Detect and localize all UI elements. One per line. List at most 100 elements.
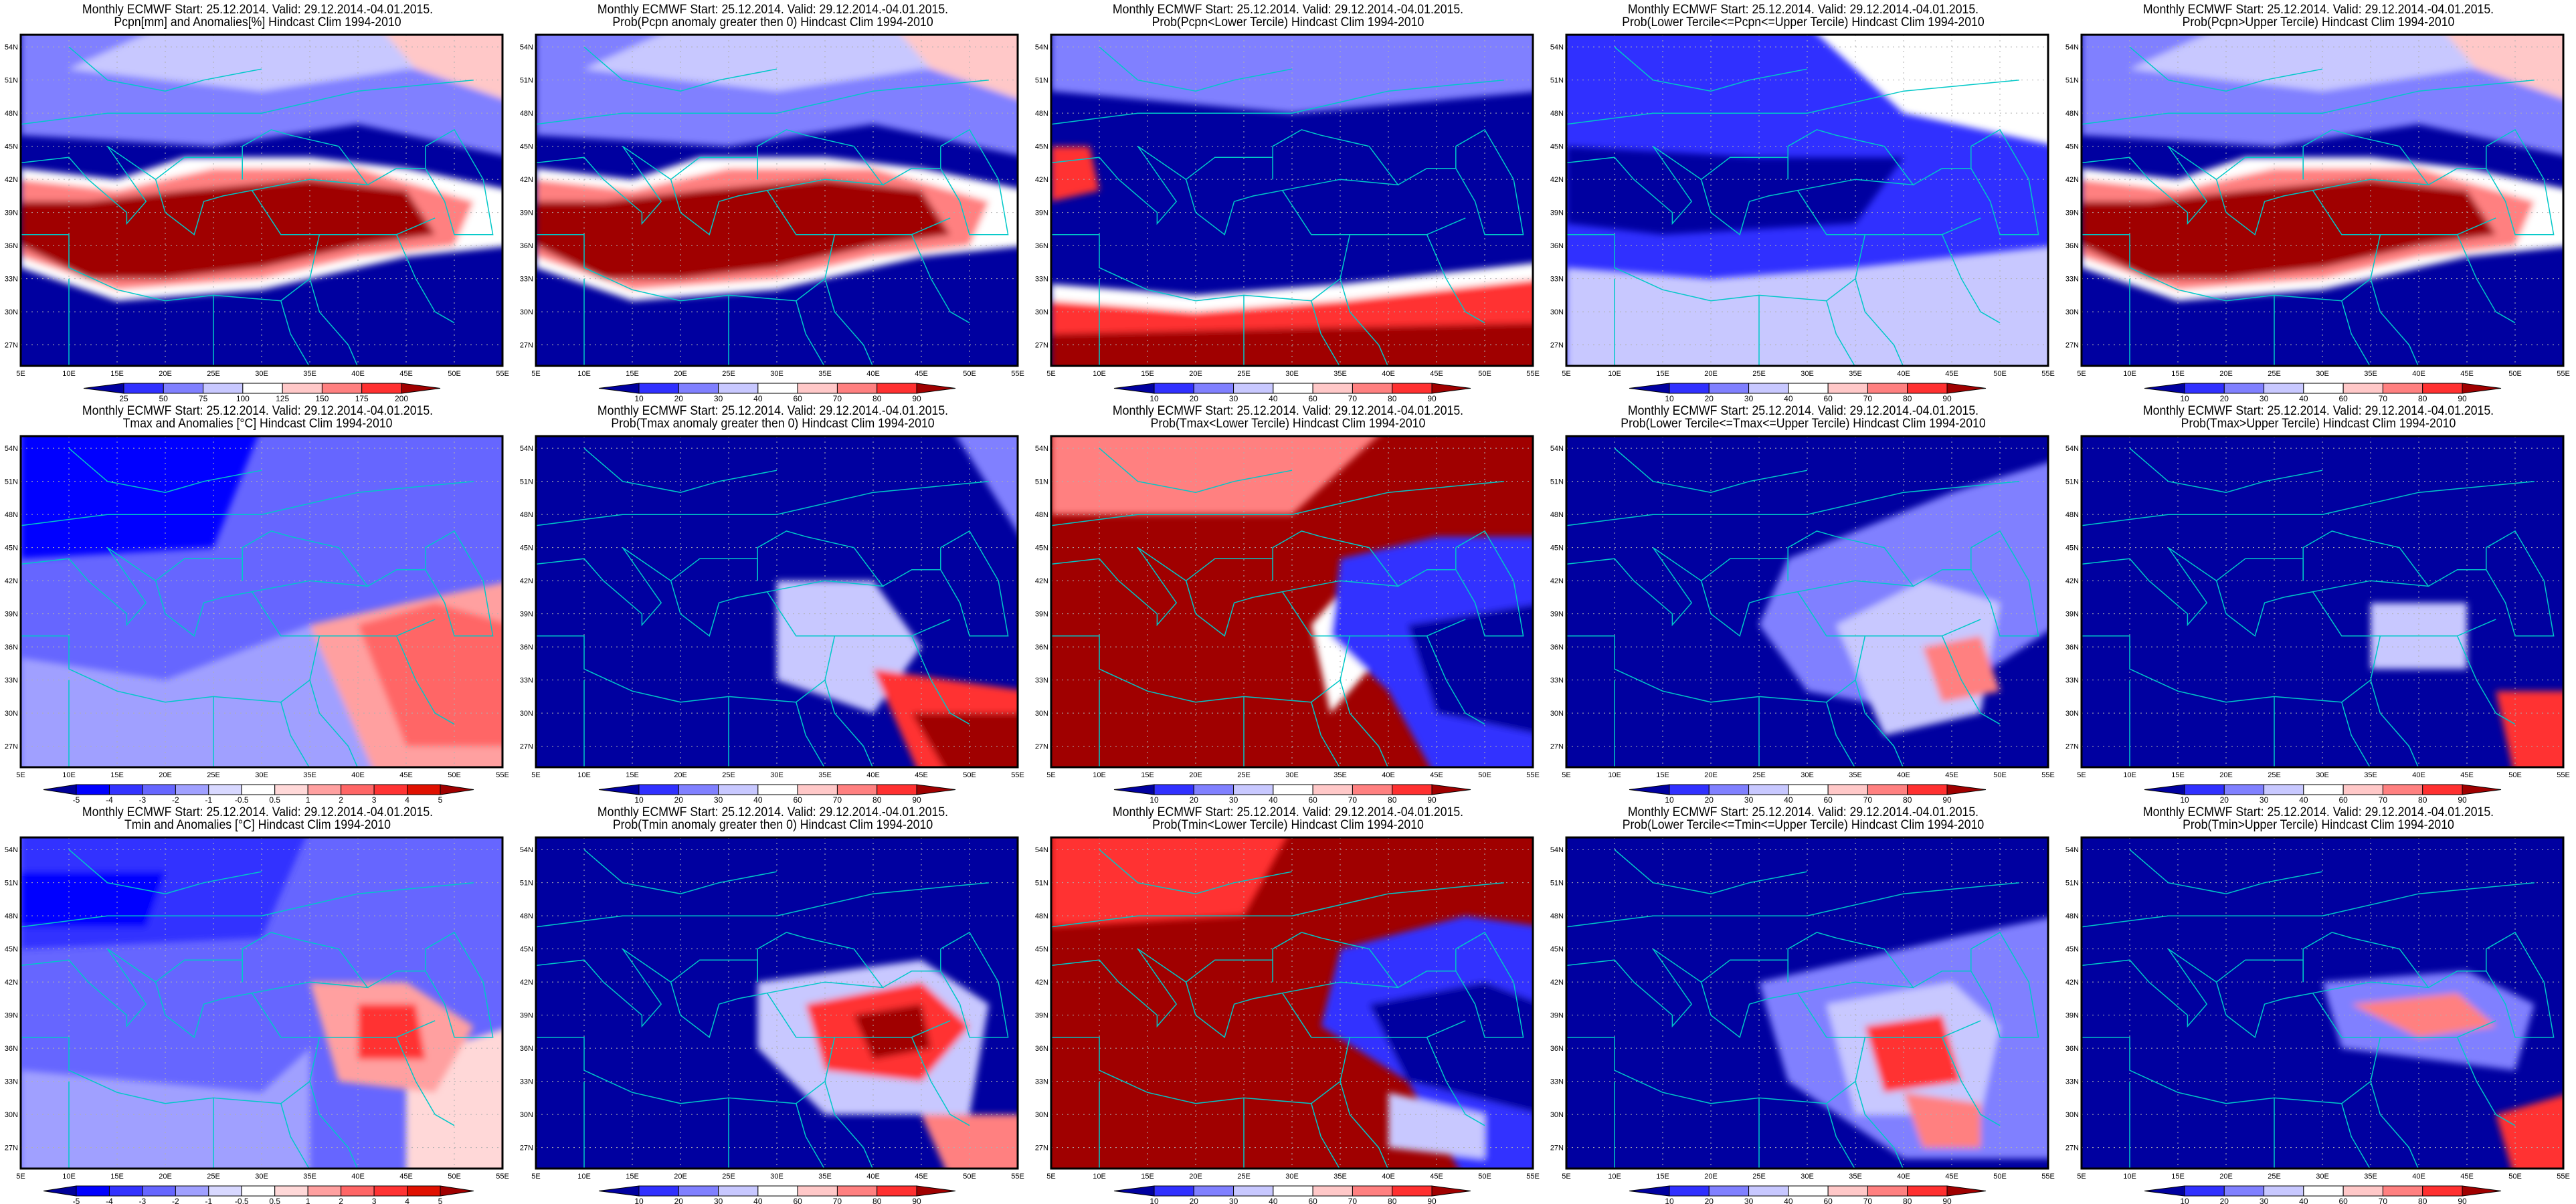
- lat-tick-label: 33N: [1550, 677, 1564, 685]
- coastline: [68, 849, 262, 894]
- lat-tick-label: 54N: [520, 445, 533, 453]
- panel-title-line1: Monthly ECMWF Start: 25.12.2014. Valid: …: [597, 805, 949, 819]
- coastline: [940, 128, 1009, 235]
- lat-tick-label: 45N: [520, 946, 533, 954]
- coastline: [883, 970, 941, 989]
- lon-tick-label: 50E: [1993, 1173, 2007, 1181]
- lon-tick-label: 5E: [531, 1173, 540, 1181]
- coastline: [1970, 128, 2039, 235]
- coastline: [2216, 157, 2304, 180]
- colorbar-swatch: [877, 383, 917, 394]
- lat-tick-label: 27N: [520, 342, 533, 350]
- lat-tick-label: 27N: [2065, 1144, 2079, 1152]
- colorbar-label: 10: [1665, 394, 1674, 401]
- colorbar-label: 80: [872, 795, 882, 803]
- lon-tick-label: 55E: [2041, 370, 2055, 378]
- colorbar-label: -0.5: [235, 795, 249, 803]
- colorbar-low-arrow: [43, 784, 77, 795]
- colorbar-swatch: [1907, 383, 1948, 394]
- colorbar-swatch: [76, 1185, 110, 1197]
- lon-tick-label: 40E: [866, 370, 880, 378]
- map-panel: 54N 51N 48N 45N 42N 39N 36N 33N 30N 27N 5E 10E 15E 20…: [1030, 0, 1546, 401]
- lon-tick-label: 20E: [2219, 771, 2233, 779]
- lat-tick-label: 33N: [5, 276, 18, 284]
- colorbar-label: 60: [1823, 795, 1833, 803]
- lat-tick-label: 39N: [1550, 209, 1564, 217]
- lat-tick-label: 36N: [5, 1045, 18, 1053]
- coastline: [2370, 1081, 2419, 1169]
- coastline: [21, 948, 320, 1104]
- coastline: [1350, 217, 1466, 235]
- map-figure: 54N 51N 48N 45N 42N 39N 36N 33N 30N 27N 5E 10E 15E 20…: [520, 435, 1024, 803]
- lon-tick-label: 15E: [1656, 1173, 1669, 1181]
- lat-tick-label: 27N: [2065, 342, 2079, 350]
- colorbar-label: 10: [634, 795, 644, 803]
- lon-tick-label: 25E: [1237, 1173, 1251, 1181]
- coastline: [21, 480, 474, 526]
- coastline: [670, 157, 758, 180]
- coastline: [68, 46, 262, 92]
- colorbar-label: 40: [1784, 1197, 1793, 1204]
- lon-tick-label: 50E: [963, 1173, 976, 1181]
- lon-tick-label: 55E: [496, 771, 509, 779]
- coastline: [1186, 959, 1273, 983]
- coastline: [911, 635, 970, 725]
- lat-tick-label: 39N: [2065, 209, 2079, 217]
- lon-tick-label: 25E: [1237, 370, 1251, 378]
- colorbar-label: 80: [1388, 394, 1397, 401]
- colorbar-swatch: [1907, 784, 1948, 795]
- panel-title-line2: Prob(Tmax<Lower Tercile) Hindcast Clim 1…: [1150, 417, 1426, 431]
- colorbar-label: 90: [2458, 795, 2467, 803]
- colorbar-label: 90: [912, 795, 921, 803]
- lon-tick-label: 40E: [351, 1173, 365, 1181]
- colorbar-label: 5: [438, 1197, 443, 1204]
- lon-tick-label: 45E: [915, 370, 928, 378]
- map-figure: 54N 51N 48N 45N 42N 39N 36N 33N 30N 27N 5E 10E 15E 20…: [5, 33, 509, 401]
- coastline: [319, 619, 436, 637]
- coastline: [940, 931, 1009, 1038]
- colorbar-swatch: [836, 784, 878, 795]
- coastline: [1051, 882, 1504, 928]
- colorbar-swatch: [2382, 1185, 2423, 1197]
- lon-tick-label: 40E: [1382, 771, 1395, 779]
- colorbar-label: 60: [793, 1197, 802, 1204]
- lon-tick-label: 5E: [16, 1173, 25, 1181]
- map-panel: 54N 51N 48N 45N 42N 39N 36N 33N 30N 27N 5E 10E 15E 20…: [0, 0, 515, 401]
- colorbar-swatch: [1273, 1185, 1313, 1197]
- colorbar-swatch: [1708, 1185, 1750, 1197]
- panel-title-line1: Monthly ECMWF Start: 25.12.2014. Valid: …: [1627, 805, 1979, 819]
- map-panel: 54N 51N 48N 45N 42N 39N 36N 33N 30N 27N 5E 10E 15E 20…: [1546, 803, 2061, 1204]
- coastline: [2456, 635, 2516, 725]
- lat-tick-label: 30N: [520, 710, 533, 718]
- panel-title-line2: Prob(Lower Tercile<=Pcpn<=Upper Tercile)…: [1622, 15, 1985, 29]
- colorbar: 10 20 30 40 60 70 80 90: [1629, 383, 1987, 401]
- colorbar-swatch: [1352, 784, 1393, 795]
- coastline: [824, 1081, 874, 1169]
- lat-tick-label: 54N: [1035, 445, 1048, 453]
- colorbar-swatch: [757, 784, 798, 795]
- colorbar-swatch: [1312, 383, 1353, 394]
- lon-tick-label: 40E: [2412, 1173, 2425, 1181]
- colorbar-label: 20: [1190, 795, 1199, 803]
- colorbar-swatch: [1669, 1185, 1710, 1197]
- coastline: [1340, 278, 1389, 366]
- coastline: [68, 447, 262, 493]
- coastline: [1455, 128, 1524, 235]
- lat-tick-label: 27N: [1035, 342, 1048, 350]
- colorbar-label: 20: [1705, 1197, 1714, 1204]
- anomaly-region: [1904, 1092, 1981, 1148]
- coastline: [2341, 1103, 2371, 1169]
- coastline: [2302, 530, 2430, 593]
- colorbar-label: 80: [1903, 1197, 1912, 1204]
- lat-tick-label: 36N: [2065, 1045, 2079, 1053]
- coastline: [1941, 234, 2001, 324]
- coastline: [1865, 217, 1981, 235]
- lat-tick-label: 42N: [1550, 176, 1564, 184]
- coastline: [21, 146, 320, 302]
- lat-tick-label: 42N: [1550, 577, 1564, 585]
- lon-tick-label: 25E: [207, 1173, 220, 1181]
- coastline: [1340, 680, 1389, 767]
- colorbar-label: 90: [1427, 394, 1437, 401]
- colorbar-label: 0.5: [269, 795, 280, 803]
- coastline: [1701, 558, 1788, 581]
